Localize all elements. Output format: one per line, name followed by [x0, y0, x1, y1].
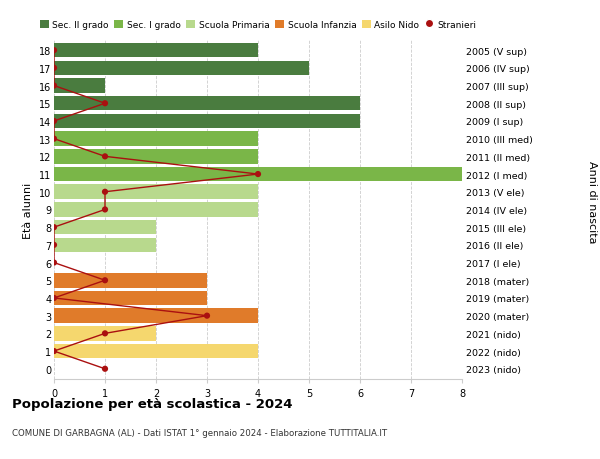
Bar: [54, 185, 258, 200]
Point: [49, 136, 59, 143]
Point: [49, 241, 59, 249]
Point: [49, 347, 59, 355]
Point: [253, 171, 263, 179]
Bar: [54, 150, 258, 164]
Bar: [54, 291, 207, 306]
Point: [202, 312, 212, 319]
Point: [100, 189, 110, 196]
Point: [100, 277, 110, 284]
Bar: [54, 326, 156, 341]
Point: [100, 330, 110, 337]
Bar: [54, 114, 360, 129]
Point: [49, 65, 59, 73]
Point: [100, 365, 110, 373]
Point: [49, 259, 59, 267]
Point: [49, 224, 59, 231]
Bar: [54, 168, 462, 182]
Point: [49, 83, 59, 90]
Point: [49, 47, 59, 55]
Text: Popolazione per età scolastica - 2024: Popolazione per età scolastica - 2024: [12, 397, 293, 410]
Point: [100, 153, 110, 161]
Bar: [54, 97, 360, 111]
Point: [100, 207, 110, 214]
Bar: [54, 344, 258, 358]
Bar: [54, 309, 258, 323]
Bar: [54, 79, 105, 94]
Bar: [54, 44, 258, 58]
Bar: [54, 62, 309, 76]
Bar: [54, 274, 207, 288]
Text: Anni di nascita: Anni di nascita: [587, 161, 597, 243]
Y-axis label: Età alunni: Età alunni: [23, 182, 33, 238]
Bar: [54, 132, 258, 146]
Point: [49, 295, 59, 302]
Legend: Sec. II grado, Sec. I grado, Scuola Primaria, Scuola Infanzia, Asilo Nido, Stran: Sec. II grado, Sec. I grado, Scuola Prim…: [36, 17, 480, 34]
Bar: [54, 220, 156, 235]
Point: [100, 101, 110, 108]
Text: COMUNE DI GARBAGNA (AL) - Dati ISTAT 1° gennaio 2024 - Elaborazione TUTTITALIA.I: COMUNE DI GARBAGNA (AL) - Dati ISTAT 1° …: [12, 428, 387, 437]
Bar: [54, 203, 258, 217]
Point: [49, 118, 59, 125]
Bar: [54, 238, 156, 252]
